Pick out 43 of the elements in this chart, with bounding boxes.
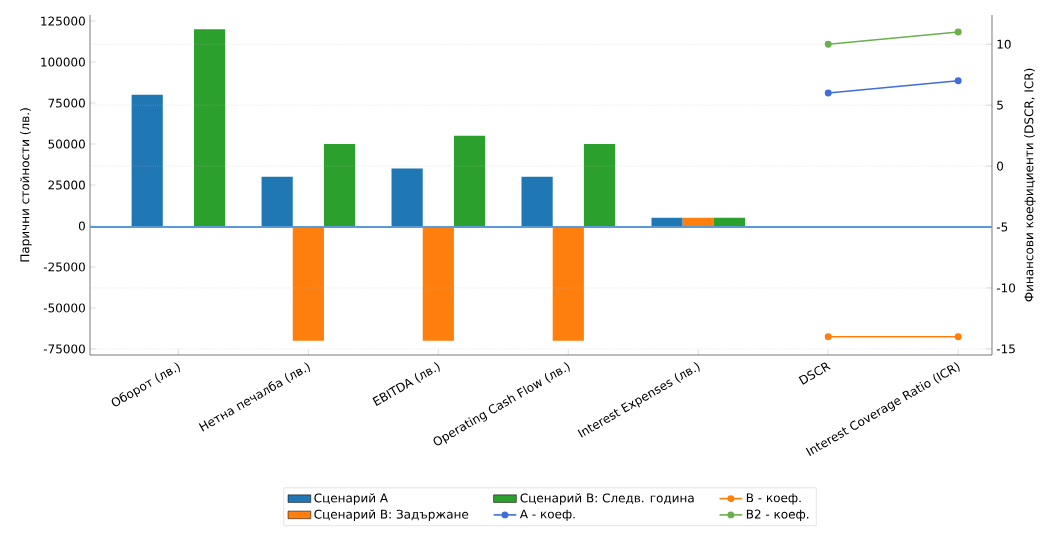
point — [824, 40, 832, 48]
bar — [713, 217, 746, 226]
legend-label: A - коеф. — [519, 509, 575, 521]
bar — [682, 217, 714, 226]
y-tick-label: 75000 — [48, 98, 85, 108]
bar — [552, 225, 584, 341]
point — [824, 333, 832, 341]
y2-tick-label: -15 — [996, 344, 1015, 354]
y-tick-label: 25000 — [48, 180, 85, 190]
point — [954, 28, 962, 36]
y-tick-label: 50000 — [48, 139, 85, 149]
y-axis-title: Парични стойности (лв.) — [20, 108, 32, 262]
bar — [651, 217, 683, 226]
y2-tick-label: -5 — [996, 222, 1008, 232]
legend-label: B - коеф. — [746, 493, 801, 505]
point — [954, 77, 962, 85]
y-tick-label: 125000 — [41, 16, 85, 26]
bar — [583, 144, 616, 226]
bar — [323, 144, 356, 226]
y-tick-label: -75000 — [43, 344, 85, 354]
point — [954, 333, 962, 341]
y2-tick-label: 10 — [997, 39, 1011, 49]
y-tick-label: 100000 — [41, 57, 85, 67]
y-tick-label: -25000 — [43, 262, 85, 272]
legend-label: Сценарий B: Задържане — [314, 509, 469, 522]
point — [824, 89, 832, 97]
bar — [391, 168, 423, 226]
bar — [131, 94, 163, 226]
legend-label: Сценарий A — [314, 493, 388, 505]
bar — [521, 176, 553, 226]
legend-label: Сценарий B: Следв. година — [520, 493, 694, 505]
y2-axis-title: Финансови коефициенти (DSCR, ICR) — [1024, 68, 1036, 302]
bar — [453, 135, 486, 226]
y-tick-label: 0 — [78, 221, 85, 231]
bar — [292, 225, 324, 341]
bar — [422, 225, 454, 341]
bar — [193, 29, 226, 226]
legend-label: B2 - коеф. — [746, 509, 809, 521]
y2-tick-label: 0 — [997, 161, 1004, 171]
y2-tick-label: -10 — [996, 283, 1016, 293]
y-tick-label: -50000 — [43, 303, 85, 313]
bar — [261, 176, 293, 226]
y2-tick-label: 5 — [997, 100, 1003, 110]
